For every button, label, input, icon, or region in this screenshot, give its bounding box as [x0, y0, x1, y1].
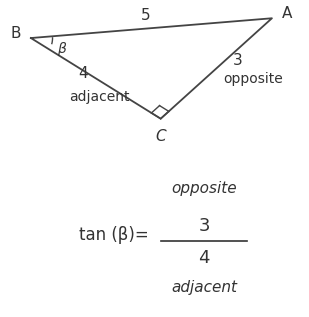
Text: 4: 4 [198, 249, 210, 267]
Text: β: β [57, 42, 66, 56]
Text: 3: 3 [198, 217, 210, 235]
Text: opposite: opposite [171, 181, 237, 196]
Text: opposite: opposite [223, 72, 283, 86]
Text: 4: 4 [78, 66, 88, 81]
Text: 3: 3 [233, 53, 243, 68]
Text: 5: 5 [140, 8, 150, 23]
Text: adjacent: adjacent [69, 90, 129, 104]
Text: tan (β)=: tan (β)= [79, 226, 149, 243]
Text: B: B [10, 26, 21, 41]
Text: adjacent: adjacent [171, 280, 237, 295]
Text: A: A [282, 6, 293, 21]
Text: C: C [155, 129, 166, 145]
